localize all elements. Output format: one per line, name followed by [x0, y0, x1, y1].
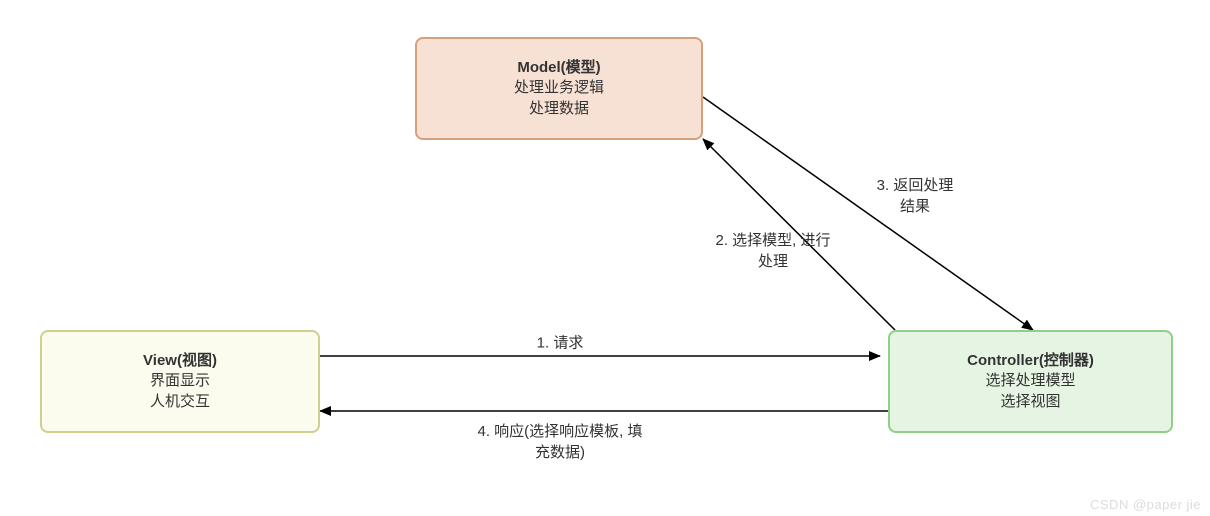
edge-label-request: 1. 请求 [537, 332, 584, 353]
node-controller: Controller(控制器) 选择处理模型 选择视图 [888, 330, 1173, 433]
node-view: View(视图) 界面显示 人机交互 [40, 330, 320, 433]
edge-label-return-result: 3. 返回处理 结果 [877, 174, 954, 216]
node-model-title: Model(模型) [517, 58, 600, 78]
node-view-title: View(视图) [143, 351, 217, 371]
node-model: Model(模型) 处理业务逻辑 处理数据 [415, 37, 703, 140]
node-view-desc-1: 界面显示 [150, 371, 210, 391]
node-model-desc-2: 处理数据 [529, 99, 589, 119]
node-controller-desc-2: 选择视图 [1000, 392, 1060, 412]
edge-label-response: 4. 响应(选择响应模板, 填 充数据) [477, 420, 642, 462]
edge-label-select-model: 2. 选择模型, 进行 处理 [715, 229, 830, 271]
node-view-desc-2: 人机交互 [150, 392, 210, 412]
edge-return-result [703, 97, 1033, 330]
diagram-canvas: Model(模型) 处理业务逻辑 处理数据 View(视图) 界面显示 人机交互… [0, 0, 1210, 516]
watermark: CSDN @paper jie [1090, 497, 1201, 512]
node-controller-desc-1: 选择处理模型 [985, 371, 1075, 391]
edge-select-model [703, 139, 895, 330]
node-model-desc-1: 处理业务逻辑 [514, 78, 604, 98]
node-controller-title: Controller(控制器) [967, 351, 1094, 371]
